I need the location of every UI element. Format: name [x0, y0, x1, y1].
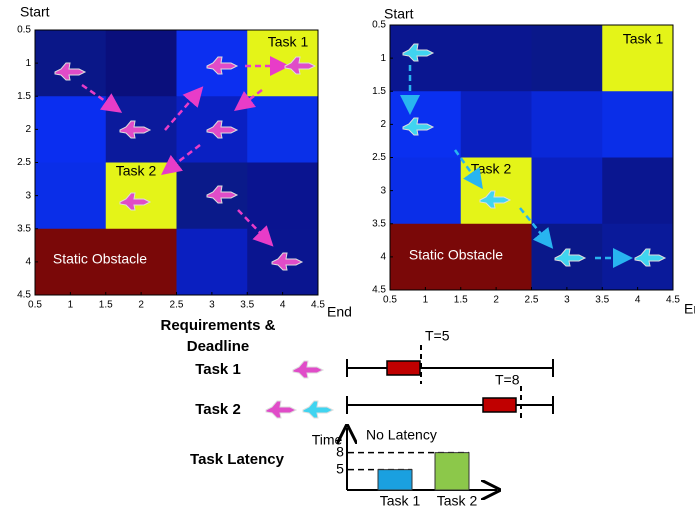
- grid-cell: [602, 91, 673, 158]
- x-tick-label: 2.5: [170, 300, 184, 311]
- y-tick-label: 8: [336, 443, 344, 459]
- x-tick-label: 1.5: [99, 300, 113, 311]
- deadline-label: T=5: [425, 328, 450, 344]
- y-tick-label: 4.5: [372, 285, 386, 296]
- latency-title: Task Latency: [190, 451, 285, 468]
- plane-body: [303, 401, 333, 418]
- req-task2: Task 2: [195, 401, 241, 418]
- plane: [303, 401, 333, 418]
- obstacle-label: Static Obstacle: [53, 251, 147, 267]
- grid-cell: [532, 91, 603, 158]
- y-tick-label: 1.5: [372, 86, 386, 97]
- task1-label: Task 1: [268, 34, 309, 50]
- x-tick-label: 0.5: [383, 295, 397, 306]
- req-title-2: Deadline: [187, 338, 250, 355]
- x-tick-label: 2: [138, 300, 144, 311]
- y-tick-label: 2: [25, 124, 31, 135]
- plane-body: [293, 361, 323, 378]
- start-label: Start: [20, 4, 50, 20]
- grid-cell: [532, 158, 603, 225]
- x-tick-label: 1: [68, 300, 74, 311]
- plane: [293, 361, 323, 378]
- grid-cell: [602, 158, 673, 225]
- x-tick-label: 3: [564, 295, 570, 306]
- x-tick-label: 0.5: [28, 300, 42, 311]
- x-tick-label: 3.5: [240, 300, 254, 311]
- y-tick-label: 3: [25, 190, 31, 201]
- y-tick-label: 3.5: [17, 223, 31, 234]
- x-tick-label: Task 2: [437, 493, 478, 506]
- start-label: Start: [384, 6, 414, 22]
- x-tick-label: 3.5: [595, 295, 609, 306]
- x-tick-label: 4.5: [311, 300, 325, 311]
- bar: [435, 453, 469, 490]
- y-tick-label: 1: [25, 58, 31, 69]
- grid-cell: [35, 163, 106, 230]
- grid-cell: [390, 158, 461, 225]
- x-tick-label: 2: [493, 295, 499, 306]
- task-window: [387, 361, 420, 375]
- y-tick-label: 1.5: [17, 91, 31, 102]
- x-tick-label: 4: [280, 300, 286, 311]
- grid-map: 0.511.522.533.544.50.511.522.533.544.5St…: [372, 6, 695, 317]
- req-title-1: Requirements &: [160, 317, 275, 334]
- grid-cell: [390, 25, 461, 92]
- requirements: Requirements & Deadline Task 1 Task 2 T=…: [160, 317, 553, 506]
- y-tick-label: 4: [25, 257, 31, 268]
- plane: [266, 401, 296, 418]
- end-label: End: [327, 304, 352, 320]
- y-tick-label: 0.5: [17, 25, 31, 36]
- bar: [378, 470, 412, 490]
- grid-cell: [532, 25, 603, 92]
- grid-map: 0.511.522.533.544.50.511.522.533.544.5St…: [17, 4, 352, 320]
- grid-cell: [461, 25, 532, 92]
- obstacle-label: Static Obstacle: [409, 247, 503, 263]
- grid-cell: [247, 96, 318, 163]
- y-tick-label: 3: [380, 185, 386, 196]
- task2-label: Task 2: [471, 161, 512, 177]
- grid-cell: [461, 91, 532, 158]
- y-tick-label: 2: [380, 119, 386, 130]
- x-tick-label: 4.5: [666, 295, 680, 306]
- req-task1: Task 1: [195, 361, 241, 378]
- x-tick-label: 3: [209, 300, 215, 311]
- note: No Latency: [366, 427, 437, 443]
- x-tick-label: 1.5: [454, 295, 468, 306]
- task2-label: Task 2: [116, 163, 157, 179]
- end-label: End: [684, 301, 695, 317]
- x-tick-label: 2.5: [525, 295, 539, 306]
- grid-cell: [35, 96, 106, 163]
- task-window: [483, 398, 516, 412]
- deadline-label: T=8: [495, 372, 520, 388]
- y-tick-label: 1: [380, 53, 386, 64]
- grid-cell: [177, 229, 248, 296]
- x-tick-label: 1: [423, 295, 429, 306]
- grid-cell: [35, 30, 106, 97]
- maps: 0.511.522.533.544.50.511.522.533.544.5St…: [17, 4, 695, 320]
- y-tick-label: 2.5: [372, 152, 386, 163]
- task1-label: Task 1: [623, 31, 664, 47]
- grid-cell: [247, 163, 318, 230]
- plane-body: [266, 401, 296, 418]
- figure: 0.511.522.533.544.50.511.522.533.544.5St…: [0, 0, 695, 506]
- y-tick-label: 4.5: [17, 290, 31, 301]
- grid-cell: [106, 30, 177, 97]
- y-tick-label: 3.5: [372, 218, 386, 229]
- y-tick-label: 5: [336, 460, 344, 476]
- x-tick-label: 4: [635, 295, 641, 306]
- y-tick-label: 2.5: [17, 157, 31, 168]
- y-tick-label: 4: [380, 252, 386, 263]
- x-tick-label: Task 1: [380, 493, 421, 506]
